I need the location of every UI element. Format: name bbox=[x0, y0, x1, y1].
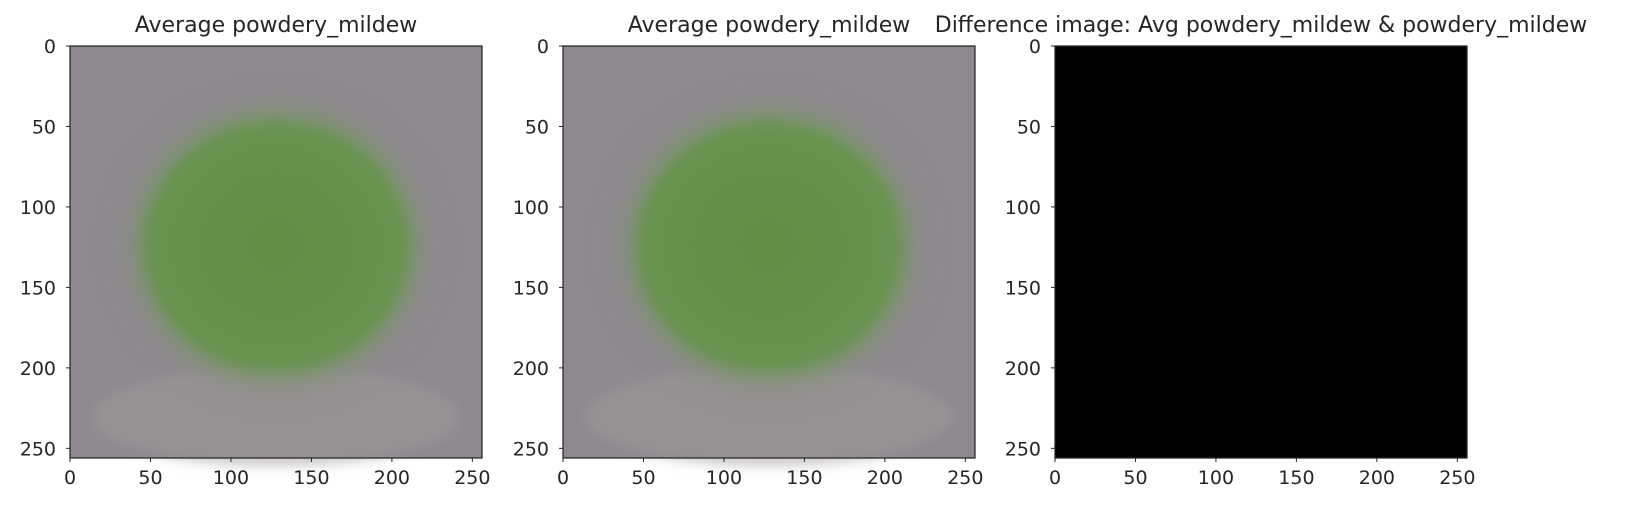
x-tick-label: 200 bbox=[867, 467, 903, 489]
y-tick-label: 150 bbox=[1005, 277, 1041, 299]
x-tick-label: 50 bbox=[631, 467, 655, 489]
y-tick-label: 100 bbox=[1005, 197, 1041, 219]
axes-frame bbox=[69, 45, 483, 459]
x-tick-label: 100 bbox=[706, 467, 742, 489]
x-tick-label: 0 bbox=[1049, 467, 1061, 489]
y-tick-label: 100 bbox=[513, 197, 549, 219]
x-tick-label: 150 bbox=[1278, 467, 1314, 489]
x-tick-label: 200 bbox=[374, 467, 410, 489]
x-tick-label: 150 bbox=[786, 467, 822, 489]
y-tick-label: 50 bbox=[525, 116, 549, 138]
leaf-core bbox=[637, 123, 901, 371]
y-tick-label: 50 bbox=[32, 116, 56, 138]
x-tick-label: 0 bbox=[557, 467, 569, 489]
y-tick-label: 200 bbox=[1005, 358, 1041, 380]
x-tick-label: 100 bbox=[213, 467, 249, 489]
x-tick-label: 250 bbox=[454, 467, 490, 489]
y-tick-label: 200 bbox=[20, 358, 56, 380]
y-tick-label: 0 bbox=[537, 36, 549, 58]
y-tick-label: 250 bbox=[1005, 438, 1041, 460]
x-tick-label: 200 bbox=[1359, 467, 1395, 489]
panel-title: Difference image: Avg powdery_mildew & p… bbox=[935, 13, 1587, 38]
axes-frame bbox=[562, 45, 976, 459]
y-tick-label: 0 bbox=[1029, 36, 1041, 58]
x-tick-label: 250 bbox=[1439, 467, 1475, 489]
y-tick-label: 0 bbox=[44, 36, 56, 58]
y-tick-label: 250 bbox=[20, 438, 56, 460]
panel-3: Difference image: Avg powdery_mildew & p… bbox=[935, 13, 1587, 489]
x-tick-label: 0 bbox=[64, 467, 76, 489]
panel-2: Average powdery_mildew 0 50 100 150 200 250 0 50… bbox=[513, 13, 984, 489]
panel-1: Average powdery_mildew 0 50 100 150 200 250 0 50… bbox=[20, 13, 491, 489]
leaf-core bbox=[144, 123, 408, 371]
y-tick-label: 150 bbox=[513, 277, 549, 299]
y-tick-label: 150 bbox=[20, 277, 56, 299]
image-background bbox=[1055, 46, 1467, 458]
y-tick-label: 200 bbox=[513, 358, 549, 380]
x-tick-label: 250 bbox=[947, 467, 983, 489]
x-tick-label: 100 bbox=[1198, 467, 1234, 489]
panel-title: Average powdery_mildew bbox=[628, 13, 910, 38]
x-tick-label: 50 bbox=[138, 467, 162, 489]
y-tick-label: 50 bbox=[1017, 116, 1041, 138]
x-tick-label: 50 bbox=[1123, 467, 1147, 489]
axes-frame bbox=[1054, 45, 1468, 459]
x-tick-label: 150 bbox=[293, 467, 329, 489]
y-tick-label: 250 bbox=[513, 438, 549, 460]
y-tick-label: 100 bbox=[20, 197, 56, 219]
panel-title: Average powdery_mildew bbox=[135, 13, 417, 38]
